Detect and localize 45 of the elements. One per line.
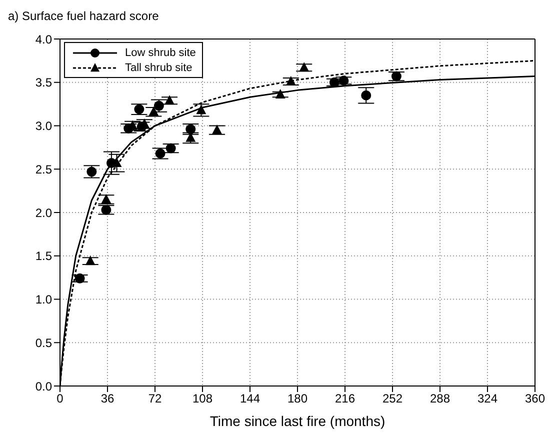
point xyxy=(275,89,286,99)
point xyxy=(166,143,176,154)
point xyxy=(361,90,372,100)
point xyxy=(155,148,166,159)
point xyxy=(338,76,349,86)
y-tick-label: 0.5 xyxy=(35,336,52,350)
x-tick-label: 216 xyxy=(334,392,356,406)
y-tick-label: 1.0 xyxy=(35,292,52,307)
point xyxy=(196,104,206,114)
x-axis-title: Time since last fire (months) xyxy=(210,413,386,429)
y-tick-label: 0.0 xyxy=(35,379,52,394)
point xyxy=(101,194,112,204)
point xyxy=(186,124,196,134)
point xyxy=(164,95,175,105)
legend-label: Low shrub site xyxy=(125,46,196,58)
x-tick-label: 324 xyxy=(477,392,498,406)
point xyxy=(134,104,144,114)
point xyxy=(391,71,402,82)
x-tick-label: 144 xyxy=(240,392,260,406)
point xyxy=(286,76,296,86)
x-tick-label: 252 xyxy=(382,392,403,406)
x-tick-label: 0 xyxy=(56,392,64,406)
y-tick-label: 3.5 xyxy=(35,76,52,90)
y-tick-label: 2.5 xyxy=(35,162,52,176)
point xyxy=(154,100,164,111)
y-tick-label: 4.0 xyxy=(35,32,52,46)
point xyxy=(212,124,222,134)
x-tick-label: 72 xyxy=(148,392,162,406)
point xyxy=(148,106,159,116)
y-tick-label: 3.0 xyxy=(35,119,52,134)
legend-label: Tall shrub site xyxy=(125,62,192,74)
y-tick-label: 2.0 xyxy=(35,206,52,220)
y-tick-label: 1.5 xyxy=(35,249,52,264)
chart-title: a) Surface fuel hazard score xyxy=(8,8,160,25)
x-tick-label: 180 xyxy=(287,392,308,406)
point xyxy=(101,204,112,215)
point xyxy=(74,273,85,284)
point xyxy=(329,77,340,88)
point xyxy=(299,62,310,72)
point xyxy=(85,256,96,266)
x-tick-label: 360 xyxy=(524,392,546,406)
point xyxy=(86,166,97,177)
x-tick-label: 288 xyxy=(430,392,450,406)
x-tick-label: 36 xyxy=(100,392,114,406)
x-tick-label: 108 xyxy=(192,392,213,406)
